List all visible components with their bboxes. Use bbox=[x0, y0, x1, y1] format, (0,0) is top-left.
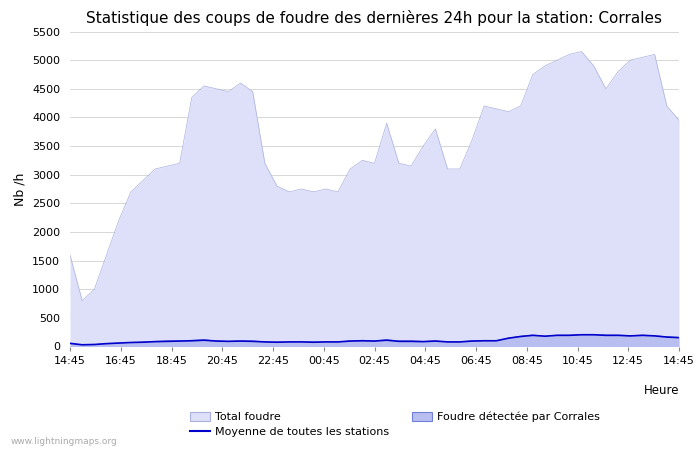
Text: www.lightningmaps.org: www.lightningmaps.org bbox=[10, 436, 118, 446]
Y-axis label: Nb /h: Nb /h bbox=[13, 172, 27, 206]
Title: Statistique des coups de foudre des dernières 24h pour la station: Corrales: Statistique des coups de foudre des dern… bbox=[87, 10, 662, 26]
Legend: Total foudre, Moyenne de toutes les stations, Foudre détectée par Corrales: Total foudre, Moyenne de toutes les stat… bbox=[186, 407, 604, 442]
Text: Heure: Heure bbox=[643, 384, 679, 397]
